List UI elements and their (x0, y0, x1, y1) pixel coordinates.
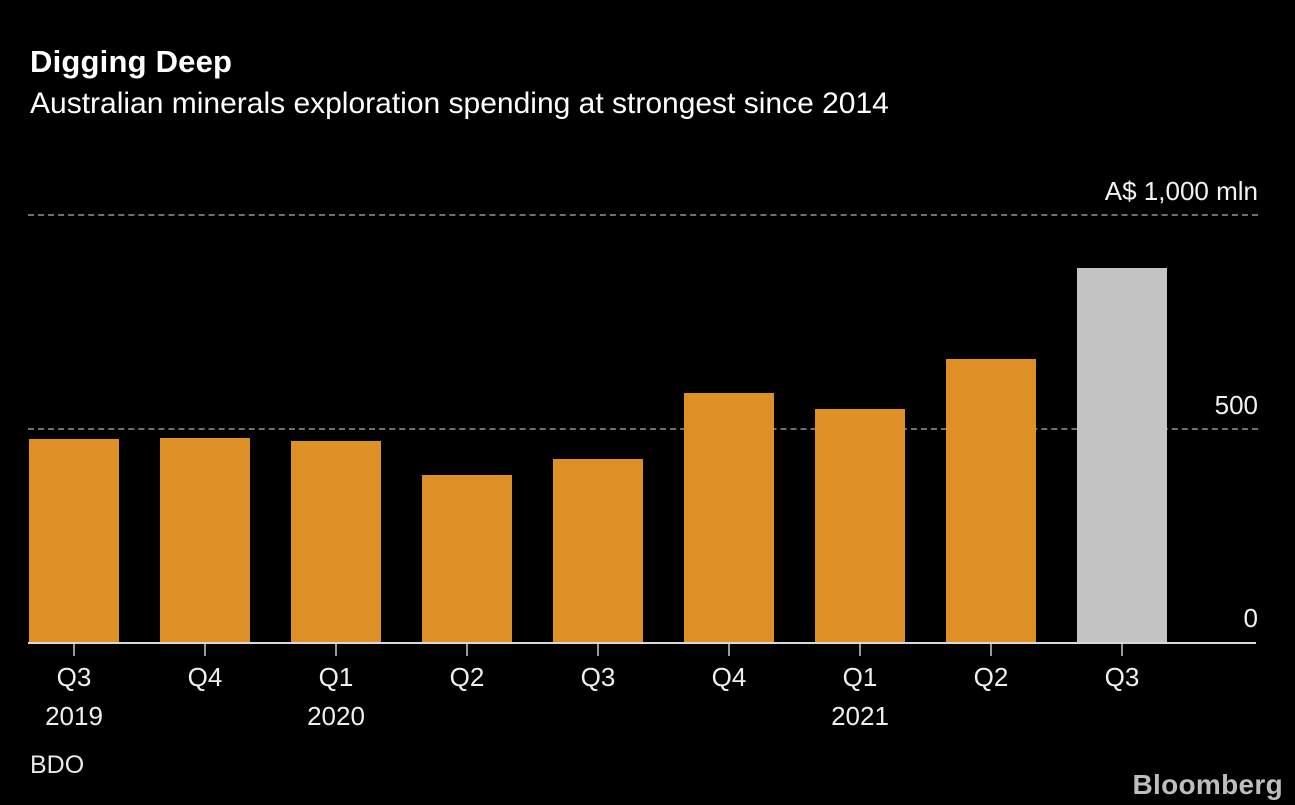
quarter-label: Q1 (318, 662, 354, 692)
bar-q3-2021 (1077, 268, 1167, 642)
x-axis-tick (990, 644, 992, 656)
x-axis-line (28, 642, 1256, 644)
quarter-label: Q4 (711, 662, 747, 692)
x-axis-label-q3-2020: Q3 (581, 662, 616, 693)
x-axis-label-q1-2020: Q1 2020 (307, 662, 365, 732)
x-axis-label-q2-2021: Q2 (974, 662, 1009, 693)
x-axis-tick (73, 644, 75, 656)
year-label: 2021 (831, 701, 889, 731)
source-label: BDO (30, 751, 85, 779)
x-axis-label-q3-2021: Q3 (1105, 662, 1140, 693)
x-axis-tick (466, 644, 468, 656)
bar-q3-2020 (553, 459, 643, 642)
y-axis-label-500: 500 (1214, 389, 1258, 420)
x-axis-tick (597, 644, 599, 656)
quarter-label: Q2 (973, 662, 1009, 692)
x-axis-labels: Q3 2019 Q4 Q1 2020 Q2 Q3 Q4 Q1 2021 Q2 Q3 (28, 642, 1258, 752)
x-axis-label-q1-2021: Q1 2021 (831, 662, 889, 732)
gridline-1000 (28, 214, 1258, 216)
x-axis-tick (204, 644, 206, 656)
quarter-label: Q1 (842, 662, 878, 692)
bar-q4-2019 (160, 438, 250, 642)
bar-q2-2021 (946, 359, 1036, 642)
chart-title: Digging Deep (30, 44, 233, 79)
y-axis-label-1000: A$ 1,000 mln (1104, 176, 1258, 206)
year-label: 2019 (45, 701, 103, 731)
quarter-label: Q4 (187, 662, 223, 692)
x-axis-tick (1121, 644, 1123, 656)
bar-q3-2019 (29, 439, 119, 642)
bar-q4-2020 (684, 393, 774, 642)
x-axis-label-q3-2019: Q3 2019 (45, 662, 103, 732)
x-axis-label-q2-2020: Q2 (450, 662, 485, 693)
x-axis-label-q4-2020: Q4 (712, 662, 747, 693)
year-label: 2020 (307, 701, 365, 731)
x-axis-label-q4-2019: Q4 (188, 662, 223, 693)
x-axis-tick (335, 644, 337, 656)
quarter-label: Q3 (580, 662, 616, 692)
bar-q1-2020 (291, 441, 381, 642)
x-axis-tick (859, 644, 861, 656)
chart-subtitle: Australian minerals exploration spending… (30, 87, 889, 120)
x-axis-tick (728, 644, 730, 656)
y-axis-label-0: 0 (1243, 603, 1258, 633)
bar-q1-2021 (815, 409, 905, 642)
plot-area: A$ 1,000 mln 500 0 (28, 176, 1258, 656)
gridline-500 (28, 427, 1258, 430)
quarter-label: Q3 (56, 662, 92, 692)
quarter-label: Q3 (1104, 662, 1140, 692)
bloomberg-logo: Bloomberg (1132, 769, 1283, 800)
bar-q2-2020 (422, 475, 512, 642)
quarter-label: Q2 (449, 662, 485, 692)
